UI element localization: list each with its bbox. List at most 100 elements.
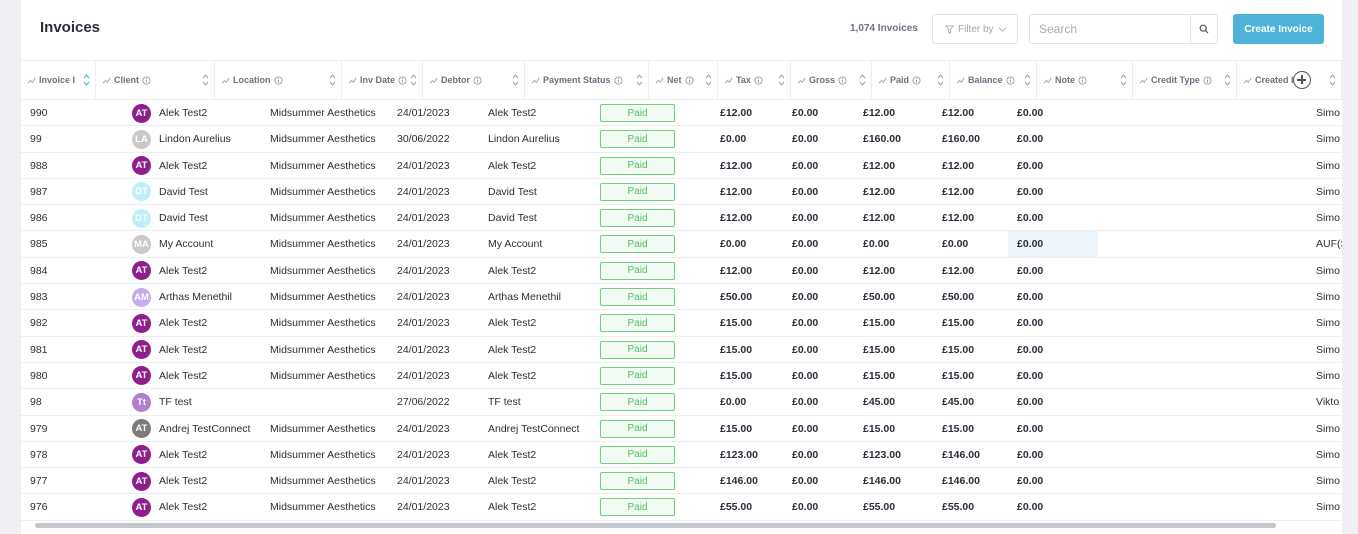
column-header[interactable]: Note [1037, 61, 1133, 99]
location-cell: Midsummer Aesthetics [270, 475, 376, 488]
gross-cell: £55.00 [863, 501, 896, 514]
table-row[interactable]: 99 LA Lindon Aurelius Midsummer Aesthetics 3… [21, 126, 1342, 153]
column-header[interactable]: Location [215, 61, 342, 99]
info-icon[interactable] [838, 75, 847, 85]
info-icon[interactable] [273, 75, 283, 85]
client-name[interactable]: Andrej TestConnect [159, 422, 251, 435]
column-header[interactable]: Payment Status [525, 61, 649, 99]
client-name[interactable]: David Test [159, 212, 208, 225]
sort-icon[interactable] [636, 74, 643, 86]
inv-date-cell: 24/01/2023 [397, 212, 450, 225]
scrollbar-thumb[interactable] [35, 523, 1276, 528]
table-row[interactable]: 981 AT Alek Test2 Midsummer Aesthetics 24/01… [21, 337, 1342, 363]
sort-icon[interactable] [778, 74, 785, 86]
create-invoice-button[interactable]: Create Invoice [1233, 14, 1324, 44]
table-row[interactable]: 978 AT Alek Test2 Midsummer Aesthetics 24/01… [21, 442, 1342, 469]
sort-icon[interactable] [83, 74, 90, 86]
table-row[interactable]: 979 AT Andrej TestConnect Midsummer Aesthet… [21, 416, 1342, 442]
table-row[interactable]: 987 DT David Test Midsummer Aesthetics 24/01… [21, 179, 1342, 206]
avatar: AT [132, 471, 151, 491]
inv-date-cell: 24/01/2023 [397, 317, 450, 330]
column-header[interactable]: Balance [950, 61, 1037, 99]
column-header[interactable]: Client [96, 61, 215, 99]
sort-icon[interactable] [705, 74, 712, 86]
info-icon[interactable] [473, 75, 482, 85]
client-name[interactable]: Alek Test2 [159, 475, 208, 488]
client-name[interactable]: Alek Test2 [159, 317, 208, 330]
table-row[interactable]: 983 AM Arthas Menethil Midsummer Aesthetics… [21, 284, 1342, 311]
client-name[interactable]: David Test [159, 185, 208, 198]
gross-cell: £15.00 [863, 317, 896, 330]
sort-icon[interactable] [937, 74, 944, 86]
search-button[interactable] [1190, 15, 1217, 43]
column-header[interactable]: Inv Date [342, 61, 423, 99]
table-row[interactable]: 988 AT Alek Test2 Midsummer Aesthetics 24/01… [21, 153, 1342, 179]
sort-icon[interactable] [410, 74, 417, 86]
info-icon[interactable] [1078, 75, 1087, 85]
client-name[interactable]: My Account [159, 238, 214, 251]
gross-cell: £12.00 [863, 264, 896, 277]
column-header[interactable]: Created I [1237, 61, 1342, 99]
table-row[interactable]: 976 AT Alek Test2 Midsummer Aesthetics 24/01… [21, 494, 1342, 521]
status-badge: Paid [600, 393, 675, 412]
column-header[interactable]: Paid [872, 61, 950, 99]
sort-icon[interactable] [859, 74, 866, 86]
payment-status-cell: Paid [600, 337, 690, 363]
sort-icon[interactable] [512, 74, 519, 86]
column-header[interactable]: Credit Type [1133, 61, 1237, 99]
info-icon[interactable] [754, 75, 763, 85]
table-row[interactable]: 986 DT David Test Midsummer Aesthetics 24/01… [21, 205, 1342, 232]
gross-cell: £50.00 [863, 291, 896, 304]
debtor-cell: Alek Test2 [488, 264, 537, 277]
table-row[interactable]: 982 AT Alek Test2 Midsummer Aesthetics 24/01… [21, 310, 1342, 337]
sort-icon[interactable] [1120, 74, 1127, 86]
info-icon[interactable] [1006, 75, 1015, 85]
filter-button[interactable]: Filter by [932, 14, 1018, 44]
client-name[interactable]: Alek Test2 [159, 107, 208, 119]
sort-icon[interactable] [1329, 74, 1336, 86]
column-header[interactable]: Debtor [423, 61, 525, 99]
info-icon[interactable] [685, 75, 694, 85]
sort-icon[interactable] [202, 74, 209, 86]
balance-cell: £0.00 [1008, 231, 1098, 258]
page-title: Invoices [40, 19, 101, 36]
client-name[interactable]: Alek Test2 [159, 343, 208, 356]
table-row[interactable]: 977 AT Alek Test2 Midsummer Aesthetics 24/01… [21, 468, 1342, 495]
client-name[interactable]: Alek Test2 [159, 264, 208, 277]
info-icon[interactable] [398, 75, 407, 85]
client-name[interactable]: Arthas Menethil [159, 291, 232, 304]
table-row[interactable]: 985 MA My Account Midsummer Aesthetics 24/01… [21, 231, 1342, 258]
client-name[interactable]: Alek Test2 [159, 159, 208, 172]
inv-date-cell: 24/01/2023 [397, 343, 450, 356]
column-header[interactable]: Gross [791, 61, 872, 99]
client-name[interactable]: TF test [159, 396, 192, 409]
sort-icon[interactable] [1024, 74, 1031, 86]
invoice-number-cell: 982 [30, 317, 48, 330]
gross-cell: £12.00 [863, 212, 896, 225]
column-header[interactable]: Invoice I [21, 61, 96, 99]
client-name[interactable]: Lindon Aurelius [159, 133, 231, 146]
client-name[interactable]: Alek Test2 [159, 369, 208, 382]
search-input[interactable] [1030, 15, 1190, 43]
table-row[interactable]: 990 AT Alek Test2 Midsummer Aesthetics 24/01… [21, 100, 1342, 127]
info-icon[interactable] [912, 75, 921, 85]
info-icon[interactable] [1203, 75, 1212, 85]
info-icon[interactable] [614, 75, 623, 85]
client-cell: AT Alek Test2 [132, 153, 272, 179]
paid-cell: £15.00 [942, 422, 975, 435]
table-row[interactable]: 984 AT Alek Test2 Midsummer Aesthetics 24/01… [21, 258, 1342, 285]
status-badge: Paid [600, 235, 675, 254]
column-header[interactable]: Tax [718, 61, 791, 99]
client-name[interactable]: Alek Test2 [159, 501, 208, 514]
column-header[interactable]: Net [649, 61, 718, 99]
client-name[interactable]: Alek Test2 [159, 448, 208, 461]
add-column-icon[interactable] [1293, 71, 1311, 89]
table-row[interactable]: 980 AT Alek Test2 Midsummer Aesthetics 24/01… [21, 363, 1342, 390]
payment-status-cell: Paid [600, 153, 690, 179]
horizontal-scrollbar[interactable] [21, 520, 1342, 530]
sort-icon[interactable] [329, 74, 336, 86]
info-icon[interactable] [142, 75, 151, 85]
sort-icon[interactable] [1224, 74, 1231, 86]
table-row[interactable]: 98 Tt TF test 27/06/2022 TF test Paid £0.00 £0.… [21, 389, 1342, 416]
paid-cell: £15.00 [942, 369, 975, 382]
